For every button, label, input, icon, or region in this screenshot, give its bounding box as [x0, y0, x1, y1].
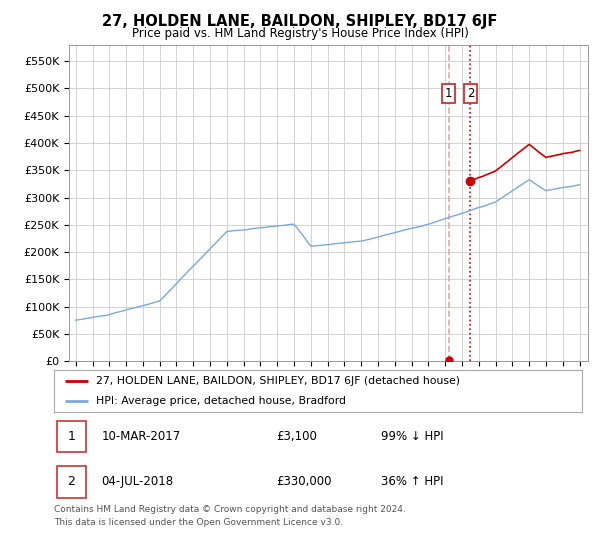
Text: 1: 1: [67, 430, 75, 443]
Text: £3,100: £3,100: [276, 430, 317, 443]
Text: 1: 1: [445, 87, 452, 100]
Text: Price paid vs. HM Land Registry's House Price Index (HPI): Price paid vs. HM Land Registry's House …: [131, 27, 469, 40]
Text: 2: 2: [467, 87, 474, 100]
Text: This data is licensed under the Open Government Licence v3.0.: This data is licensed under the Open Gov…: [54, 518, 343, 527]
Text: 99% ↓ HPI: 99% ↓ HPI: [382, 430, 444, 443]
Text: £330,000: £330,000: [276, 475, 331, 488]
Text: 27, HOLDEN LANE, BAILDON, SHIPLEY, BD17 6JF (detached house): 27, HOLDEN LANE, BAILDON, SHIPLEY, BD17 …: [96, 376, 460, 385]
Text: HPI: Average price, detached house, Bradford: HPI: Average price, detached house, Brad…: [96, 396, 346, 405]
Text: 10-MAR-2017: 10-MAR-2017: [101, 430, 181, 443]
Text: 27, HOLDEN LANE, BAILDON, SHIPLEY, BD17 6JF: 27, HOLDEN LANE, BAILDON, SHIPLEY, BD17 …: [103, 14, 497, 29]
Text: 36% ↑ HPI: 36% ↑ HPI: [382, 475, 444, 488]
Text: 04-JUL-2018: 04-JUL-2018: [101, 475, 173, 488]
FancyBboxPatch shape: [56, 466, 86, 498]
Text: 2: 2: [67, 475, 75, 488]
Text: Contains HM Land Registry data © Crown copyright and database right 2024.: Contains HM Land Registry data © Crown c…: [54, 505, 406, 514]
FancyBboxPatch shape: [56, 421, 86, 452]
